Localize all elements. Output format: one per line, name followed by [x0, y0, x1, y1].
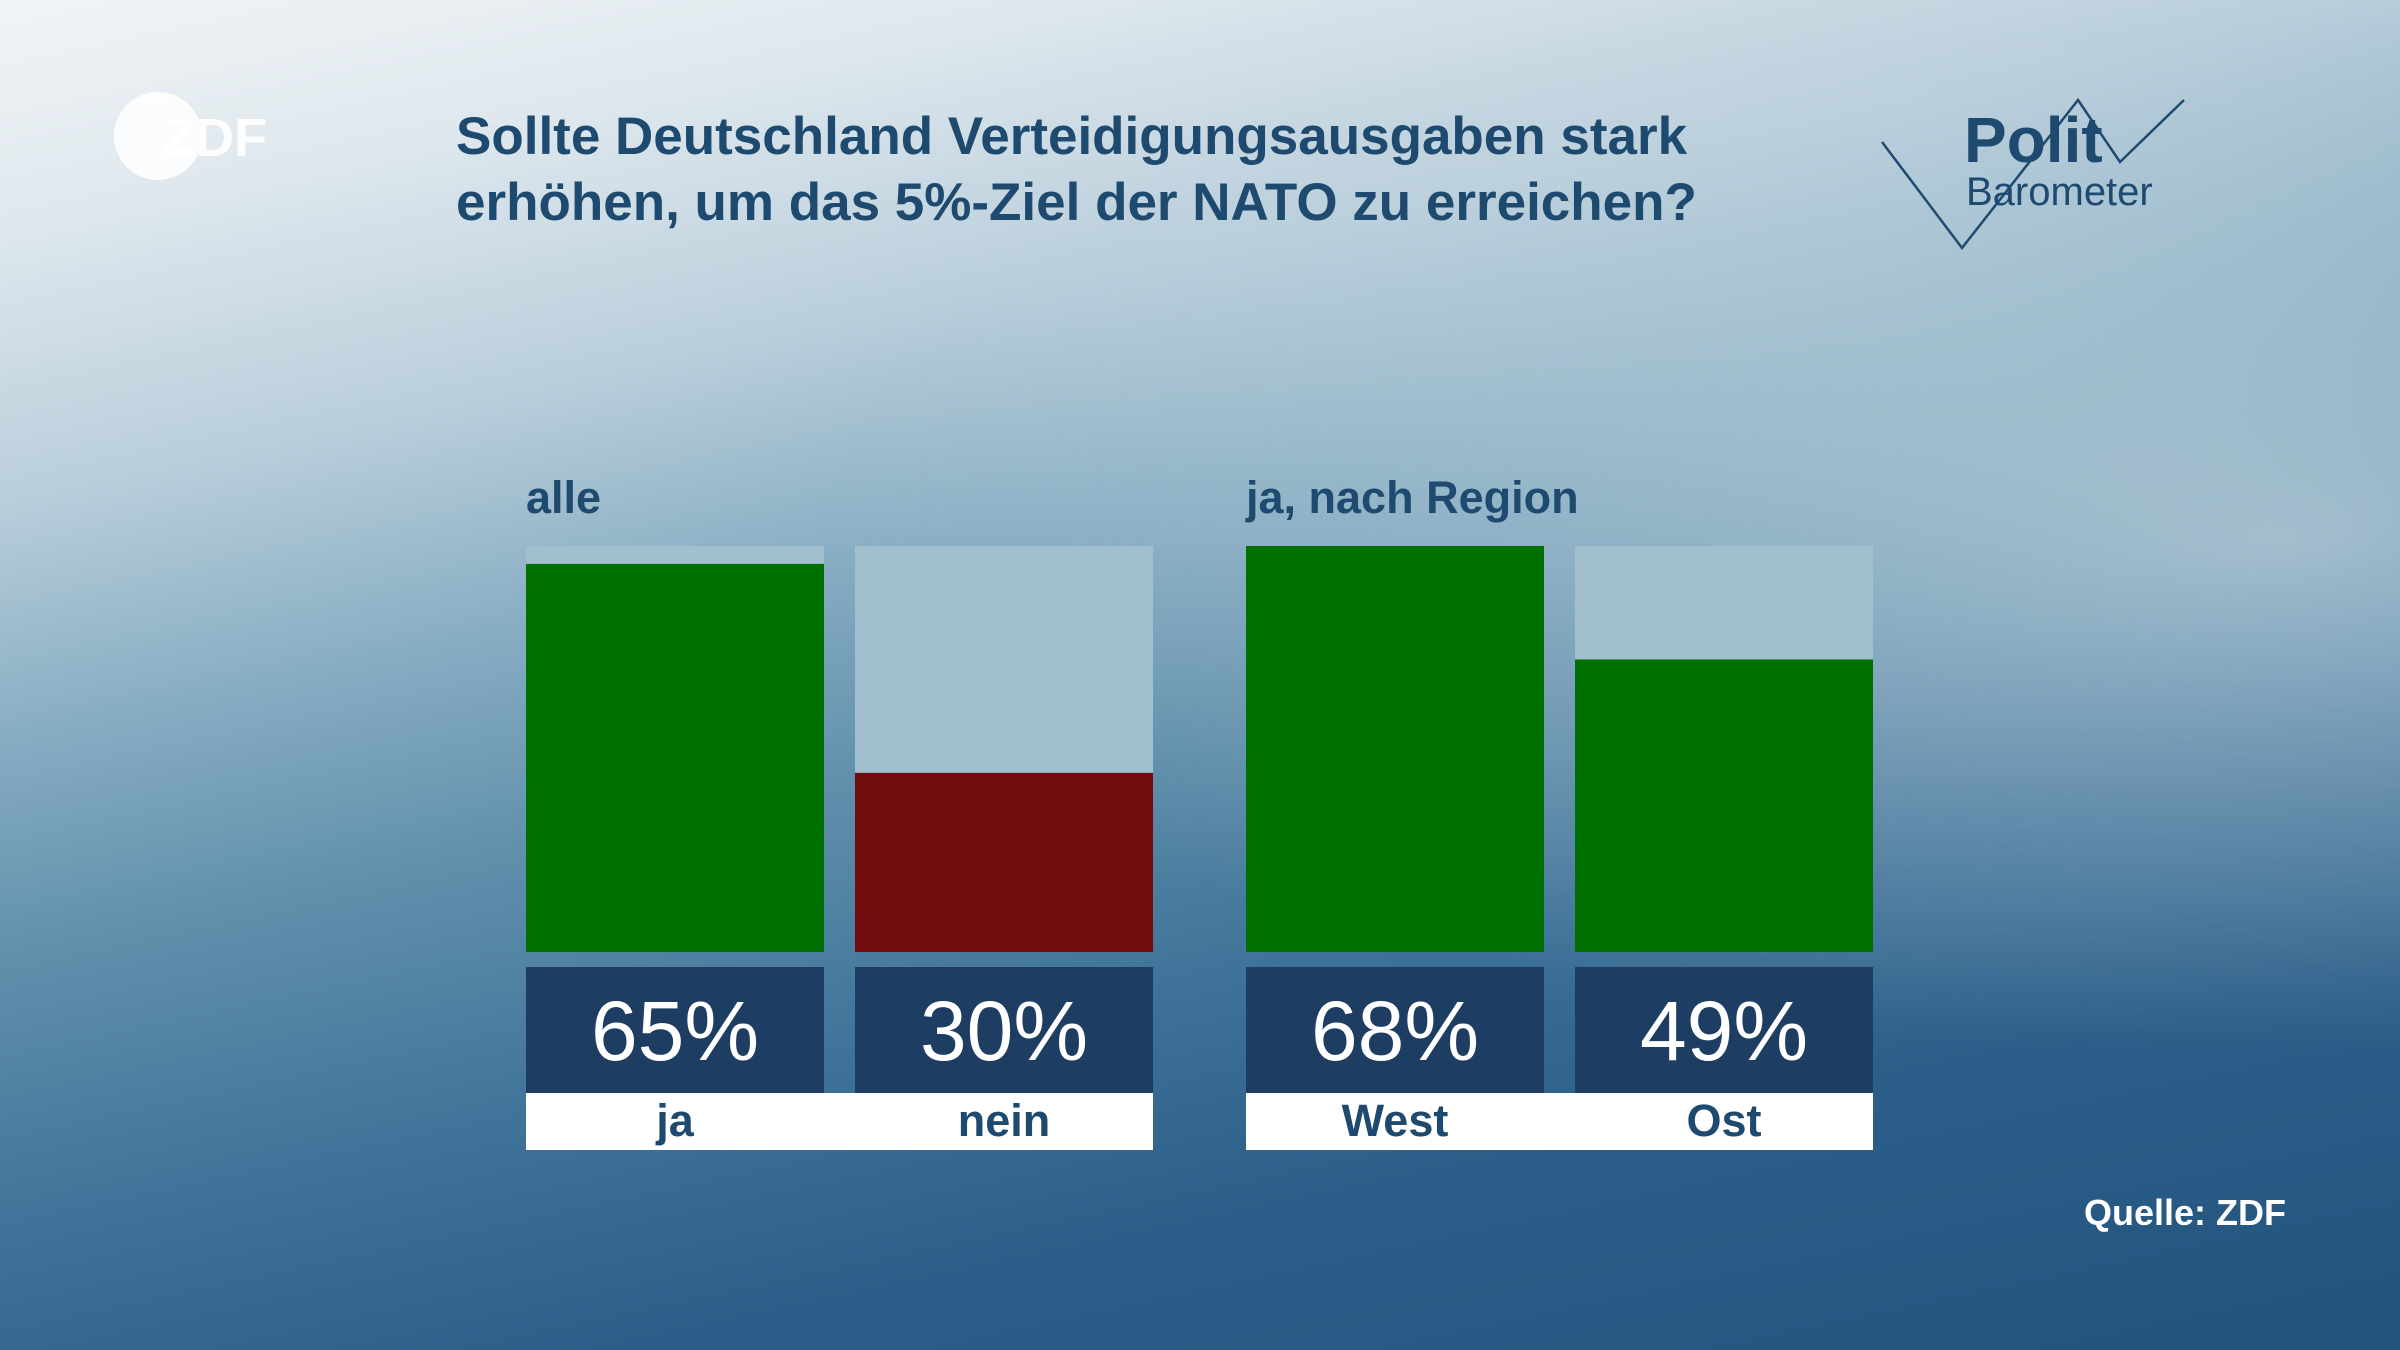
bar-west — [1246, 546, 1544, 952]
zdf-logo-text: ZDF — [162, 108, 267, 168]
bar-ost — [1575, 659, 1873, 952]
category-strip-gap — [824, 1093, 855, 1150]
category-box-ost — [1575, 1093, 1873, 1150]
category-box-nein — [855, 1093, 1153, 1150]
value-box-ja — [526, 967, 824, 1093]
value-box-nein — [855, 967, 1153, 1093]
value-label-nein: 30% — [920, 984, 1088, 1078]
category-box-ja — [526, 1093, 824, 1150]
category-box-west — [1246, 1093, 1544, 1150]
category-label-nein: nein — [958, 1095, 1051, 1146]
bar-nein — [855, 772, 1153, 952]
value-box-west — [1246, 967, 1544, 1093]
group-label-alle: alle — [526, 472, 602, 523]
value-box-ost — [1575, 967, 1873, 1093]
politbarometer-logo: Polit Barometer — [1881, 97, 2185, 251]
value-label-ja: 65% — [591, 984, 759, 1078]
category-label-ja: ja — [655, 1095, 695, 1146]
brand-polit: Polit — [1964, 104, 2103, 176]
brand-barometer: Barometer — [1966, 170, 2153, 214]
source-note: Quelle: ZDF — [2083, 1192, 2286, 1233]
bar-ja — [526, 563, 824, 952]
value-label-west: 68% — [1311, 984, 1479, 1078]
value-label-ost: 49% — [1640, 984, 1808, 1078]
category-label-west: West — [1342, 1095, 1449, 1146]
zdf-logo: ZDF — [114, 92, 267, 180]
category-strip-gap — [1544, 1093, 1575, 1150]
chart-title: Sollte Deutschland Verteidigungsausgaben… — [456, 107, 1697, 232]
category-label-ost: Ost — [1686, 1095, 1761, 1146]
group-label-region: ja, nach Region — [1246, 472, 1579, 523]
